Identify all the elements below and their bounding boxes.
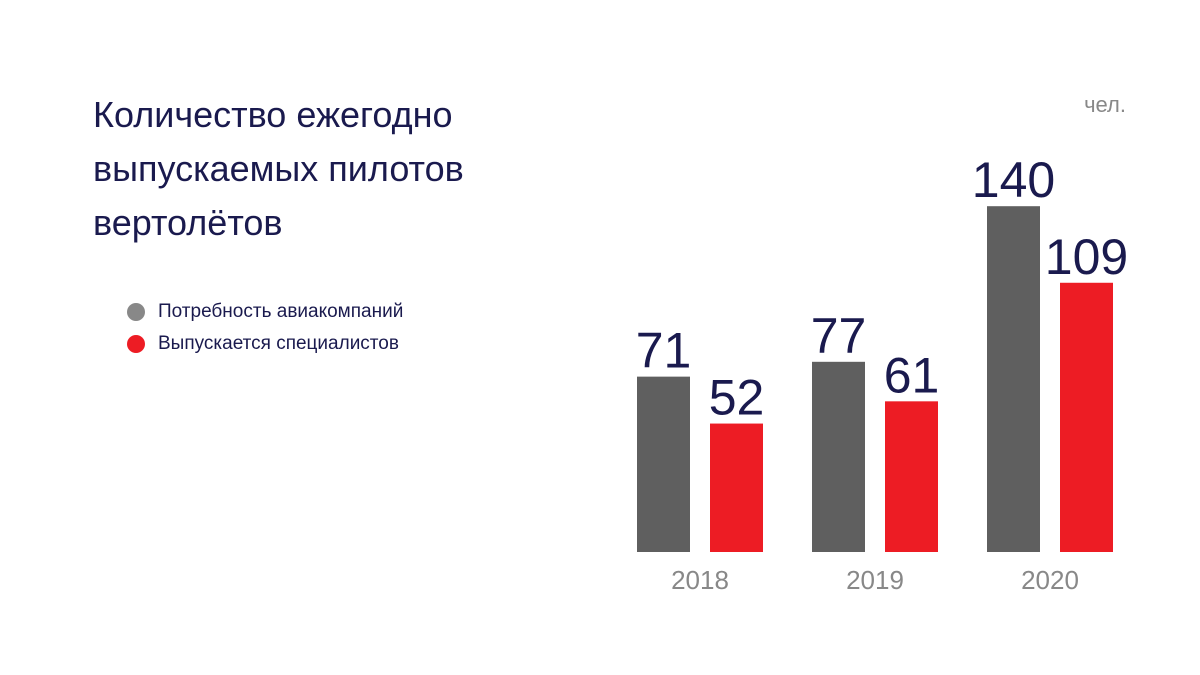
chart-legend: Потребность авиакомпаний Выпускается спе…: [127, 296, 403, 360]
x-tick-label-2018: 2018: [671, 565, 729, 595]
data-label-graduates-2019: 61: [884, 347, 940, 403]
bar-demand-2018: [637, 376, 690, 552]
bar-graduates-2019: [885, 401, 938, 552]
legend-swatch-graduates: [127, 335, 145, 353]
unit-label: чел.: [1084, 92, 1126, 117]
legend-label-demand: Потребность авиакомпаний: [158, 301, 404, 322]
chart-title-line-2: выпускаемых пилотов: [93, 148, 464, 189]
legend-label-graduates: Выпускается специалистов: [158, 333, 399, 354]
bar-graduates-2018: [710, 423, 763, 552]
legend-item-graduates: Выпускается специалистов: [127, 328, 403, 360]
data-label-graduates-2020: 109: [1045, 229, 1128, 285]
data-label-graduates-2018: 52: [709, 370, 765, 426]
legend-item-demand: Потребность авиакомпаний: [127, 296, 403, 328]
chart-title-line-3: вертолётов: [93, 202, 283, 243]
data-label-demand-2019: 77: [811, 308, 867, 364]
data-label-demand-2020: 140: [972, 152, 1055, 208]
bar-demand-2019: [812, 361, 865, 552]
chart-title: Количество ежегодно выпускаемых пилотов …: [93, 88, 573, 250]
x-tick-label-2020: 2020: [1021, 565, 1079, 595]
x-tick-label-2019: 2019: [846, 565, 904, 595]
bar-graduates-2020: [1060, 282, 1113, 552]
data-label-demand-2018: 71: [636, 323, 692, 379]
chart-title-line-1: Количество ежегодно: [93, 94, 453, 135]
bar-demand-2020: [987, 206, 1040, 552]
legend-swatch-demand: [127, 303, 145, 321]
